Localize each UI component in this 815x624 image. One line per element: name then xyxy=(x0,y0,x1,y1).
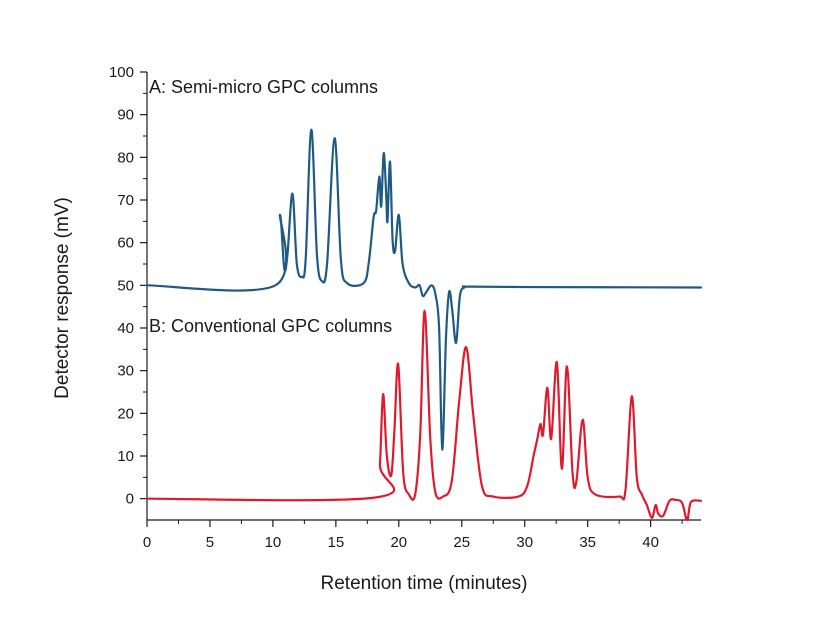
x-tick-label: 25 xyxy=(453,534,470,551)
y-tick-label: 0 xyxy=(126,491,134,508)
x-axis-title: Retention time (minutes) xyxy=(321,573,528,594)
y-tick-label: 80 xyxy=(117,149,134,166)
x-tick-label: 0 xyxy=(143,534,151,551)
annotation-series-b: B: Conventional GPC columns xyxy=(149,316,392,336)
series-a-line xyxy=(145,128,703,451)
x-tick-label: 35 xyxy=(579,534,596,551)
y-tick-label: 100 xyxy=(109,64,134,81)
y-tick-label: 70 xyxy=(117,192,134,209)
y-tick-label: 40 xyxy=(117,320,134,337)
axes xyxy=(146,72,701,521)
x-tick-label: 40 xyxy=(642,534,659,551)
x-tick-label: 20 xyxy=(390,534,407,551)
y-tick-label: 10 xyxy=(117,448,134,465)
series-lines xyxy=(145,128,703,522)
x-tick-label: 10 xyxy=(265,534,282,551)
tick-labels: 0 5 10 15 20 25 30 35 40 0 10 20 30 40 50 60 70 80 90 100 xyxy=(109,64,659,551)
tick-marks xyxy=(140,71,683,527)
y-tick-label: 60 xyxy=(117,235,134,252)
y-tick-label: 30 xyxy=(117,363,134,380)
y-tick-label: 20 xyxy=(117,405,134,422)
annotation-series-a: A: Semi-micro GPC columns xyxy=(149,77,378,97)
series-b-line xyxy=(145,309,703,522)
x-tick-label: 15 xyxy=(328,534,345,551)
y-tick-label: 90 xyxy=(117,107,134,124)
x-tick-label: 30 xyxy=(516,534,533,551)
y-tick-label: 50 xyxy=(117,277,134,294)
y-axis-title: Detector response (mV) xyxy=(52,197,73,399)
x-tick-label: 5 xyxy=(206,534,214,551)
